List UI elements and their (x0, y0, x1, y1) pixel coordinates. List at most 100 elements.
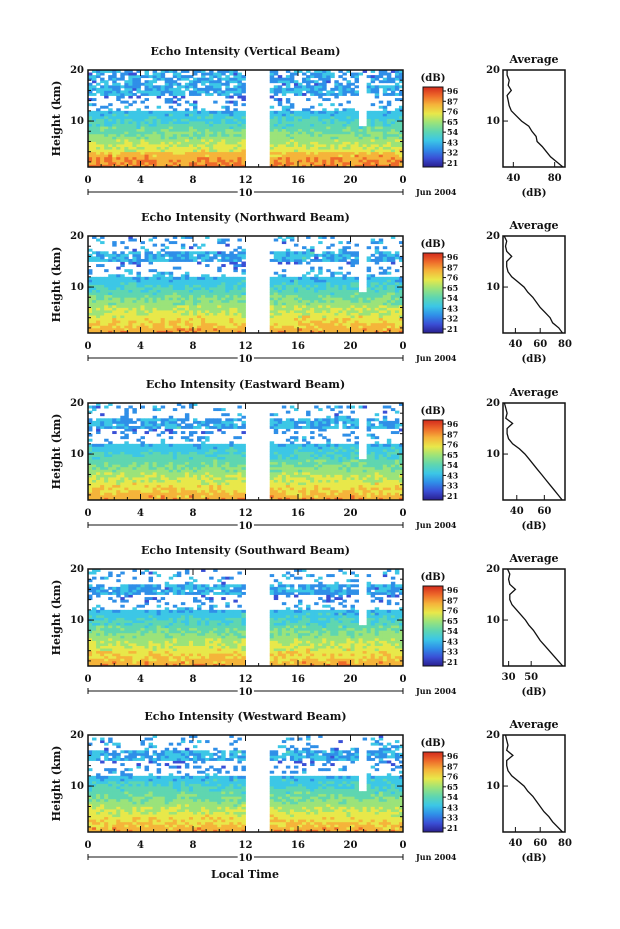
heatmap-cell (285, 110, 291, 114)
heatmap-cell (370, 276, 376, 280)
heatmap-cell (330, 304, 335, 308)
heatmap-cell (140, 492, 145, 496)
heatmap-cell (128, 115, 133, 119)
heatmap-cell (398, 113, 404, 117)
heatmap-cell (237, 121, 242, 124)
heatmap-cell (197, 110, 202, 114)
heatmap-cell (132, 238, 137, 242)
heatmap-cell (108, 258, 113, 262)
heatmap-cell (269, 151, 275, 155)
heatmap-cell (201, 320, 206, 324)
heatmap-cell (152, 154, 158, 158)
heatmap-cell (172, 141, 178, 145)
heatmap-cell (172, 72, 178, 76)
heatmap-cell (285, 138, 291, 142)
heatmap-cell (140, 297, 145, 301)
heatmap-cell (382, 161, 388, 165)
heatmap-cell (116, 138, 121, 142)
heatmap-cell (237, 287, 242, 290)
heatmap-cell (362, 161, 368, 165)
heatmap-cell (209, 77, 214, 81)
heatmap-cell (124, 317, 129, 321)
heatmap-cell (277, 281, 283, 285)
heatmap-cell (225, 100, 230, 104)
heatmap-cell (180, 144, 186, 147)
heatmap-cell (229, 113, 234, 117)
heatmap-cell (322, 161, 327, 165)
heatmap-cell (172, 241, 178, 245)
heatmap-cell (201, 325, 206, 329)
heatmap-cell (152, 75, 158, 79)
heatmap-cell (289, 136, 295, 140)
heatmap-cell (225, 113, 230, 117)
heatmap-cell (168, 497, 174, 501)
heatmap-cell (156, 87, 162, 91)
heatmap-cell (233, 161, 238, 165)
heatmap-cell (318, 253, 323, 257)
heatmap-cell (310, 113, 315, 117)
heatmap-cell (370, 70, 376, 73)
heatmap-cell (164, 251, 170, 255)
heatmap-cell (350, 307, 355, 311)
heatmap-cell (92, 479, 97, 483)
heatmap-cell (314, 159, 319, 163)
heatmap-cell (172, 95, 178, 99)
heatmap-cell (350, 317, 355, 321)
heatmap-cell (281, 108, 287, 112)
heatmap-cell (306, 276, 311, 280)
heatmap-cell (330, 292, 335, 296)
heatmap-cell (390, 276, 396, 280)
heatmap-cell (390, 284, 396, 288)
heatmap-cell (140, 405, 145, 409)
heatmap-cell (197, 287, 202, 290)
heatmap-cell (221, 287, 226, 290)
heatmap-cell (156, 307, 162, 311)
heatmap-cell (225, 95, 230, 99)
heatmap-cell (156, 164, 162, 168)
heatmap-cell (132, 492, 137, 496)
heatmap-cell (108, 425, 113, 429)
heatmap-cell (168, 284, 174, 288)
heatmap-cell (92, 464, 97, 468)
heatmap-cell (217, 121, 222, 124)
heatmap-cell (346, 113, 351, 117)
heatmap-cell (136, 113, 141, 117)
heatmap-cell (156, 451, 162, 455)
heatmap-cell (172, 92, 178, 96)
heatmap-cell (148, 258, 154, 262)
heatmap-cell (209, 164, 214, 168)
heatmap-cell (96, 292, 101, 296)
heatmap-cell (334, 141, 339, 145)
heatmap-cell (156, 327, 162, 331)
heatmap-cell (241, 315, 246, 319)
heatmap-cell (188, 90, 194, 94)
heatmap-cell (172, 236, 178, 239)
heatmap-cell (358, 138, 364, 142)
heatmap-cell (152, 446, 158, 450)
heatmap-cell (184, 312, 190, 316)
heatmap-cell (176, 304, 182, 308)
heatmap-cell (100, 105, 105, 109)
heatmap-cell (366, 138, 372, 142)
heatmap-cell (314, 123, 319, 127)
heatmap-cell (374, 118, 380, 122)
heatmap-cell (100, 241, 105, 245)
heatmap-cell (180, 279, 186, 283)
heatmap-cell (108, 108, 113, 112)
heatmap-cell (314, 322, 319, 326)
heatmap-cell (382, 304, 388, 308)
heatmap-cell (285, 287, 291, 290)
heatmap-cell (172, 90, 178, 94)
heatmap-cell (298, 85, 303, 89)
heatmap-cell (132, 297, 137, 301)
heatmap-cell (176, 136, 182, 140)
heatmap-cell (330, 287, 335, 290)
heatmap-cell (124, 461, 129, 465)
profile-frame (502, 69, 566, 168)
heatmap-cell (120, 251, 125, 255)
heatmap-cell (398, 121, 404, 124)
heatmap-cell (120, 292, 125, 296)
heatmap-cell (201, 151, 206, 155)
heatmap-cell (197, 113, 202, 117)
heatmap-cell (233, 164, 238, 168)
